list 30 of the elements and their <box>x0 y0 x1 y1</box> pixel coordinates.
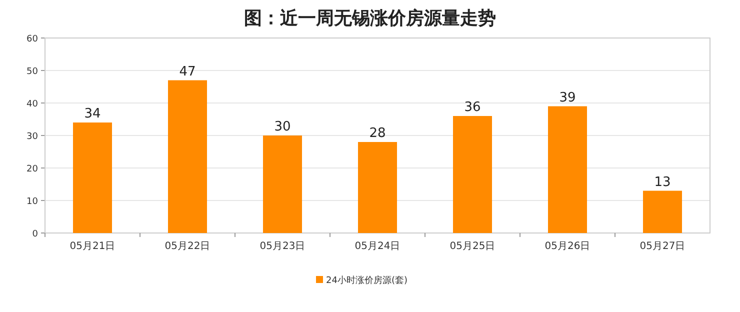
bar <box>168 80 207 233</box>
data-label: 47 <box>179 64 196 80</box>
bar <box>73 122 112 233</box>
y-tick-label: 50 <box>26 67 38 77</box>
bar <box>263 136 302 233</box>
data-label: 13 <box>654 174 671 190</box>
x-tick-label: 05月25日 <box>450 241 496 252</box>
x-tick-label: 05月21日 <box>70 241 116 252</box>
x-tick-label: 05月27日 <box>640 241 686 252</box>
x-tick-label: 05月23日 <box>260 241 306 252</box>
bar <box>548 106 587 233</box>
data-label: 39 <box>559 90 576 106</box>
chart-title: 图：近一周无锡涨价房源量走势 <box>244 8 496 29</box>
y-tick-label: 0 <box>32 230 38 240</box>
data-label: 30 <box>274 120 291 134</box>
data-label: 36 <box>464 100 481 115</box>
x-tick-label: 05月22日 <box>164 241 210 252</box>
bar <box>643 190 682 233</box>
x-tick-label: 05月26日 <box>544 241 590 252</box>
legend-label: 24小时涨价房源(套) <box>326 275 408 286</box>
bar <box>358 142 397 233</box>
x-tick-label: 05月24日 <box>354 241 400 252</box>
data-label: 28 <box>369 126 386 141</box>
y-tick-label: 60 <box>26 34 38 44</box>
y-tick-label: 10 <box>26 197 38 207</box>
data-label: 34 <box>84 106 101 122</box>
y-tick-label: 20 <box>26 164 38 174</box>
y-tick-label: 40 <box>26 100 38 110</box>
bar <box>453 116 492 233</box>
y-tick-label: 30 <box>26 132 38 142</box>
